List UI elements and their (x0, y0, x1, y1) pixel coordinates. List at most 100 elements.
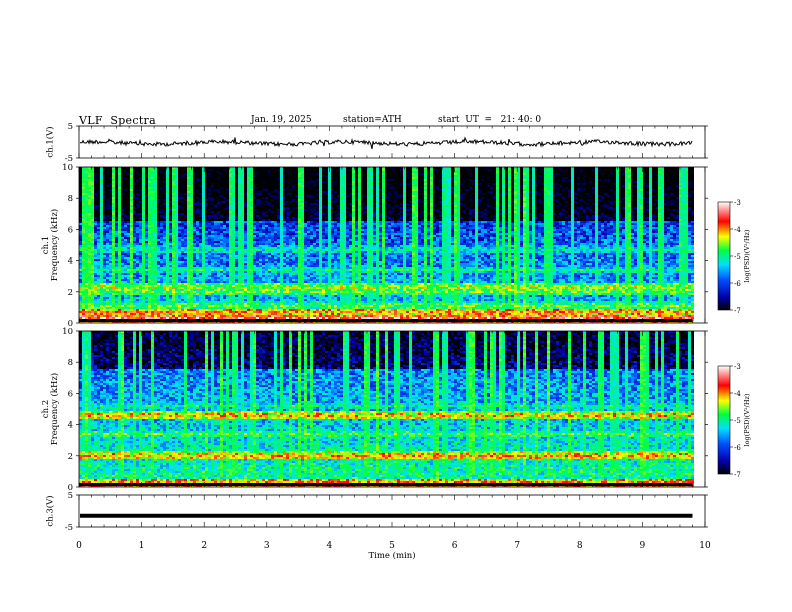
spectrogram-cell (667, 301, 670, 303)
spectrogram-cell (598, 305, 601, 307)
spectrogram-cell (304, 309, 307, 311)
spectrogram-cell (607, 297, 610, 299)
spectrogram-cell (604, 299, 607, 301)
spectrogram-cell (613, 313, 616, 315)
spectrogram-cell (475, 315, 478, 317)
spectrogram-cell (598, 307, 601, 309)
spectrogram-cell (595, 309, 598, 311)
spectrogram-cell (424, 303, 427, 305)
spectrogram-cell (79, 317, 82, 319)
spectrogram-cell (541, 317, 544, 319)
spectrogram-cell (337, 315, 340, 317)
spectrogram-cell (385, 313, 388, 315)
spectrogram-cell (598, 299, 601, 301)
spectrogram-cell (94, 305, 97, 307)
spectrogram-cell (178, 295, 181, 297)
spectrogram-cell (427, 299, 430, 301)
spectrogram-cell (235, 317, 238, 319)
spectrogram-cell (109, 313, 112, 315)
spectrogram-cell (499, 311, 502, 313)
spectrogram-cell (481, 305, 484, 307)
spectrogram-cell (364, 297, 367, 299)
spectrogram-cell (190, 313, 193, 315)
spectrogram-cell (442, 317, 445, 319)
spectrogram-cell (637, 315, 640, 317)
spectrogram-cell (256, 301, 259, 303)
spectrogram-cell (526, 311, 529, 313)
spectrogram-cell (82, 313, 85, 315)
spectrogram-cell (652, 315, 655, 317)
spectrogram-cell (184, 297, 187, 299)
spectrogram-cell (679, 315, 682, 317)
spectrogram-cell (670, 301, 673, 303)
spectrogram-cell (556, 305, 559, 307)
spectrogram-cell (103, 307, 106, 309)
spectrogram-cell (337, 297, 340, 299)
spectrogram-cell (307, 297, 310, 299)
spectrogram-cell (133, 317, 136, 319)
spectrogram-cell (130, 317, 133, 319)
spectrogram-cell (124, 309, 127, 311)
spectrogram-cell (391, 303, 394, 305)
spectrogram-cell (451, 303, 454, 305)
spectrogram-cell (469, 311, 472, 313)
spectrogram-cell (85, 295, 88, 297)
spectrogram-cell (604, 297, 607, 299)
spectrogram-cell (469, 299, 472, 301)
spectrogram-cell (166, 303, 169, 305)
spectrogram-cell (136, 317, 139, 319)
spectrogram-cell (553, 297, 556, 299)
spectrogram-cell (505, 307, 508, 309)
spectrogram-cell (370, 311, 373, 313)
spectrogram-cell (646, 311, 649, 313)
spectrogram-cell (82, 301, 85, 303)
spectrogram-cell (313, 305, 316, 307)
spectrogram-cell (268, 309, 271, 311)
spectrogram-cell (370, 307, 373, 309)
spectrogram-cell (421, 315, 424, 317)
spectrogram-cell (232, 301, 235, 303)
spectrogram-cell (628, 307, 631, 309)
spectrogram-cell (547, 301, 550, 303)
spectrogram-cell (556, 309, 559, 311)
spectrogram-cell (475, 311, 478, 313)
spectrogram-cell (505, 311, 508, 313)
spectrogram-cell (115, 315, 118, 317)
spectrogram-cell (97, 297, 100, 299)
spectrogram-cell (316, 309, 319, 311)
spectrogram-cell (679, 309, 682, 311)
spectrogram-cell (181, 307, 184, 309)
spectrogram-cell (625, 301, 628, 303)
spectrogram-cell (172, 299, 175, 301)
spectrogram-cell (79, 301, 82, 303)
spectrogram-cell (115, 307, 118, 309)
spectrogram-cell (562, 317, 565, 319)
spectrogram-cell (664, 297, 667, 299)
spectrogram-cell (469, 313, 472, 315)
spectrogram-cell (439, 295, 442, 297)
spectrogram-cell (151, 303, 154, 305)
spectrogram-cell (598, 315, 601, 317)
spectrogram-cell (274, 315, 277, 317)
spectrogram-cell (235, 295, 238, 297)
spectrogram-cell (574, 307, 577, 309)
spectrogram-cell (361, 295, 364, 297)
spectrogram-cell (481, 313, 484, 315)
spectrogram-cell (646, 303, 649, 305)
spectrogram-cell (121, 311, 124, 313)
spectrogram-cell (85, 313, 88, 315)
spectrogram-cell (442, 305, 445, 307)
spectrogram-cell (292, 299, 295, 301)
spectrogram-cell (511, 303, 514, 305)
spectrogram-cell (379, 311, 382, 313)
spectrogram-cell (439, 317, 442, 319)
spectrogram-cell (139, 299, 142, 301)
spectrogram-cell (577, 303, 580, 305)
spectrogram-cell (169, 305, 172, 307)
spectrogram-cell (253, 307, 256, 309)
spectrogram-cell (493, 311, 496, 313)
spectrogram-cell (319, 307, 322, 309)
spectrogram-cell (280, 299, 283, 301)
spectrogram-cell (607, 301, 610, 303)
spectrogram-cell (376, 315, 379, 317)
